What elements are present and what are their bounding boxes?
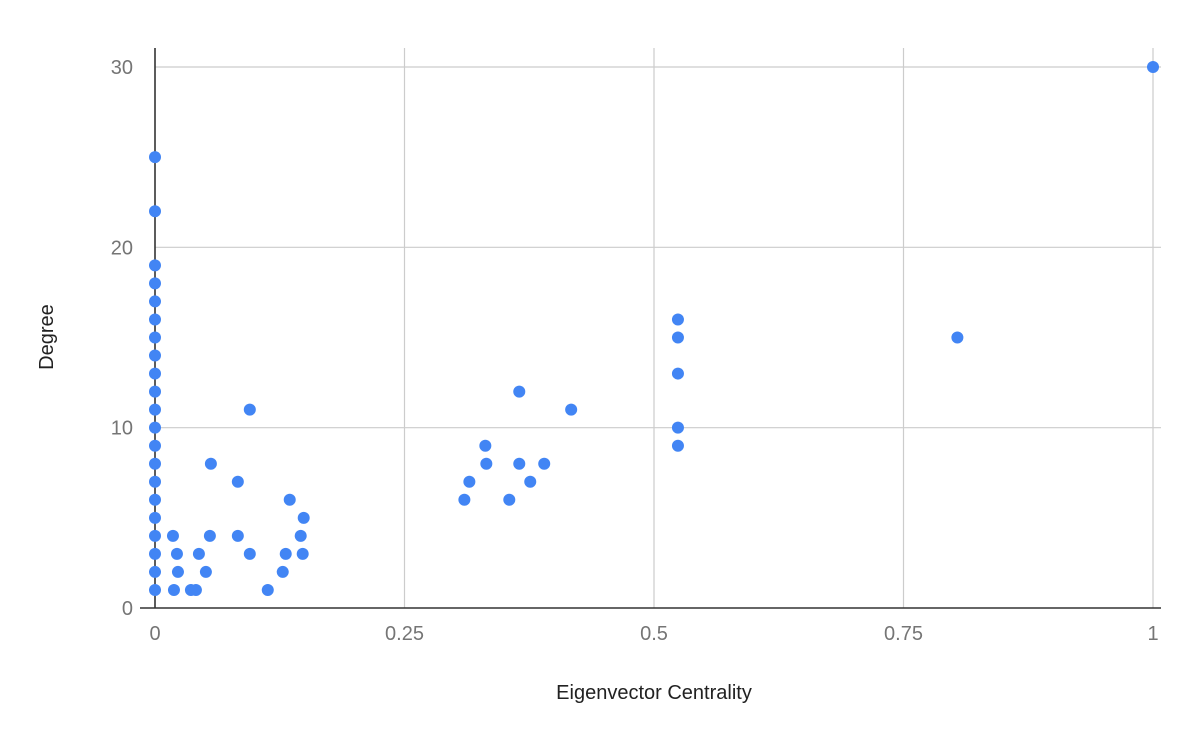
data-point xyxy=(480,457,493,470)
data-point xyxy=(199,565,212,578)
data-point xyxy=(149,457,161,470)
data-point xyxy=(149,529,161,542)
data-point xyxy=(149,349,161,362)
x-axis-ticks: 0 0.25 0.5 0.75 1 xyxy=(149,623,1158,645)
data-point xyxy=(192,547,205,560)
data-point xyxy=(538,457,551,470)
y-tick-label: 10 xyxy=(111,418,133,440)
data-point xyxy=(671,331,684,344)
data-point xyxy=(243,547,256,560)
data-point xyxy=(167,583,180,596)
data-point xyxy=(671,421,684,434)
data-point xyxy=(149,277,161,290)
data-point xyxy=(203,529,216,542)
data-point xyxy=(513,457,526,470)
axes xyxy=(140,48,1161,609)
data-point xyxy=(166,529,179,542)
data-point xyxy=(261,583,274,596)
data-point xyxy=(296,547,309,560)
data-point xyxy=(243,403,256,416)
data-point xyxy=(204,457,217,470)
data-point xyxy=(294,529,307,542)
data-point xyxy=(671,313,684,326)
data-point xyxy=(279,547,292,560)
x-axis-title: Eigenvector Centrality xyxy=(556,682,752,704)
data-point xyxy=(149,367,161,380)
data-point xyxy=(503,493,516,506)
data-point xyxy=(513,385,526,398)
x-tick-label: 0 xyxy=(149,623,160,645)
y-axis-ticks: 0 10 20 30 xyxy=(111,57,133,620)
data-point xyxy=(671,367,684,380)
data-point xyxy=(231,529,244,542)
data-point xyxy=(149,259,161,272)
data-point xyxy=(149,547,161,560)
x-tick-label: 0.75 xyxy=(884,623,923,645)
data-point xyxy=(149,385,161,398)
data-point xyxy=(171,565,184,578)
y-axis-title: Degree xyxy=(36,304,58,370)
data-point xyxy=(463,475,476,488)
y-tick-label: 30 xyxy=(111,57,133,79)
data-points xyxy=(149,61,1159,596)
data-point xyxy=(276,565,289,578)
data-point xyxy=(951,331,964,344)
x-tick-label: 0.25 xyxy=(385,623,424,645)
data-point xyxy=(524,475,537,488)
data-point xyxy=(189,583,202,596)
x-tick-label: 0.5 xyxy=(640,623,668,645)
data-point xyxy=(479,439,492,452)
data-point xyxy=(671,439,684,452)
data-point xyxy=(149,331,161,344)
data-point xyxy=(565,403,578,416)
data-point xyxy=(149,475,161,488)
data-point xyxy=(149,403,161,416)
data-point xyxy=(458,493,471,506)
gridlines xyxy=(155,48,1161,608)
data-point xyxy=(149,583,161,596)
data-point xyxy=(1147,61,1159,73)
data-point xyxy=(149,295,161,308)
data-point xyxy=(170,547,183,560)
data-point xyxy=(149,511,161,524)
data-point xyxy=(149,205,161,218)
data-point xyxy=(149,439,161,452)
data-point xyxy=(231,475,244,488)
data-point xyxy=(149,565,161,578)
y-tick-label: 20 xyxy=(111,237,133,259)
data-point xyxy=(149,151,161,164)
y-tick-label: 0 xyxy=(122,598,133,620)
data-point xyxy=(297,511,310,524)
data-point xyxy=(149,421,161,434)
data-point xyxy=(149,493,161,506)
x-tick-label: 1 xyxy=(1147,623,1158,645)
data-point xyxy=(149,313,161,326)
data-point xyxy=(283,493,296,506)
